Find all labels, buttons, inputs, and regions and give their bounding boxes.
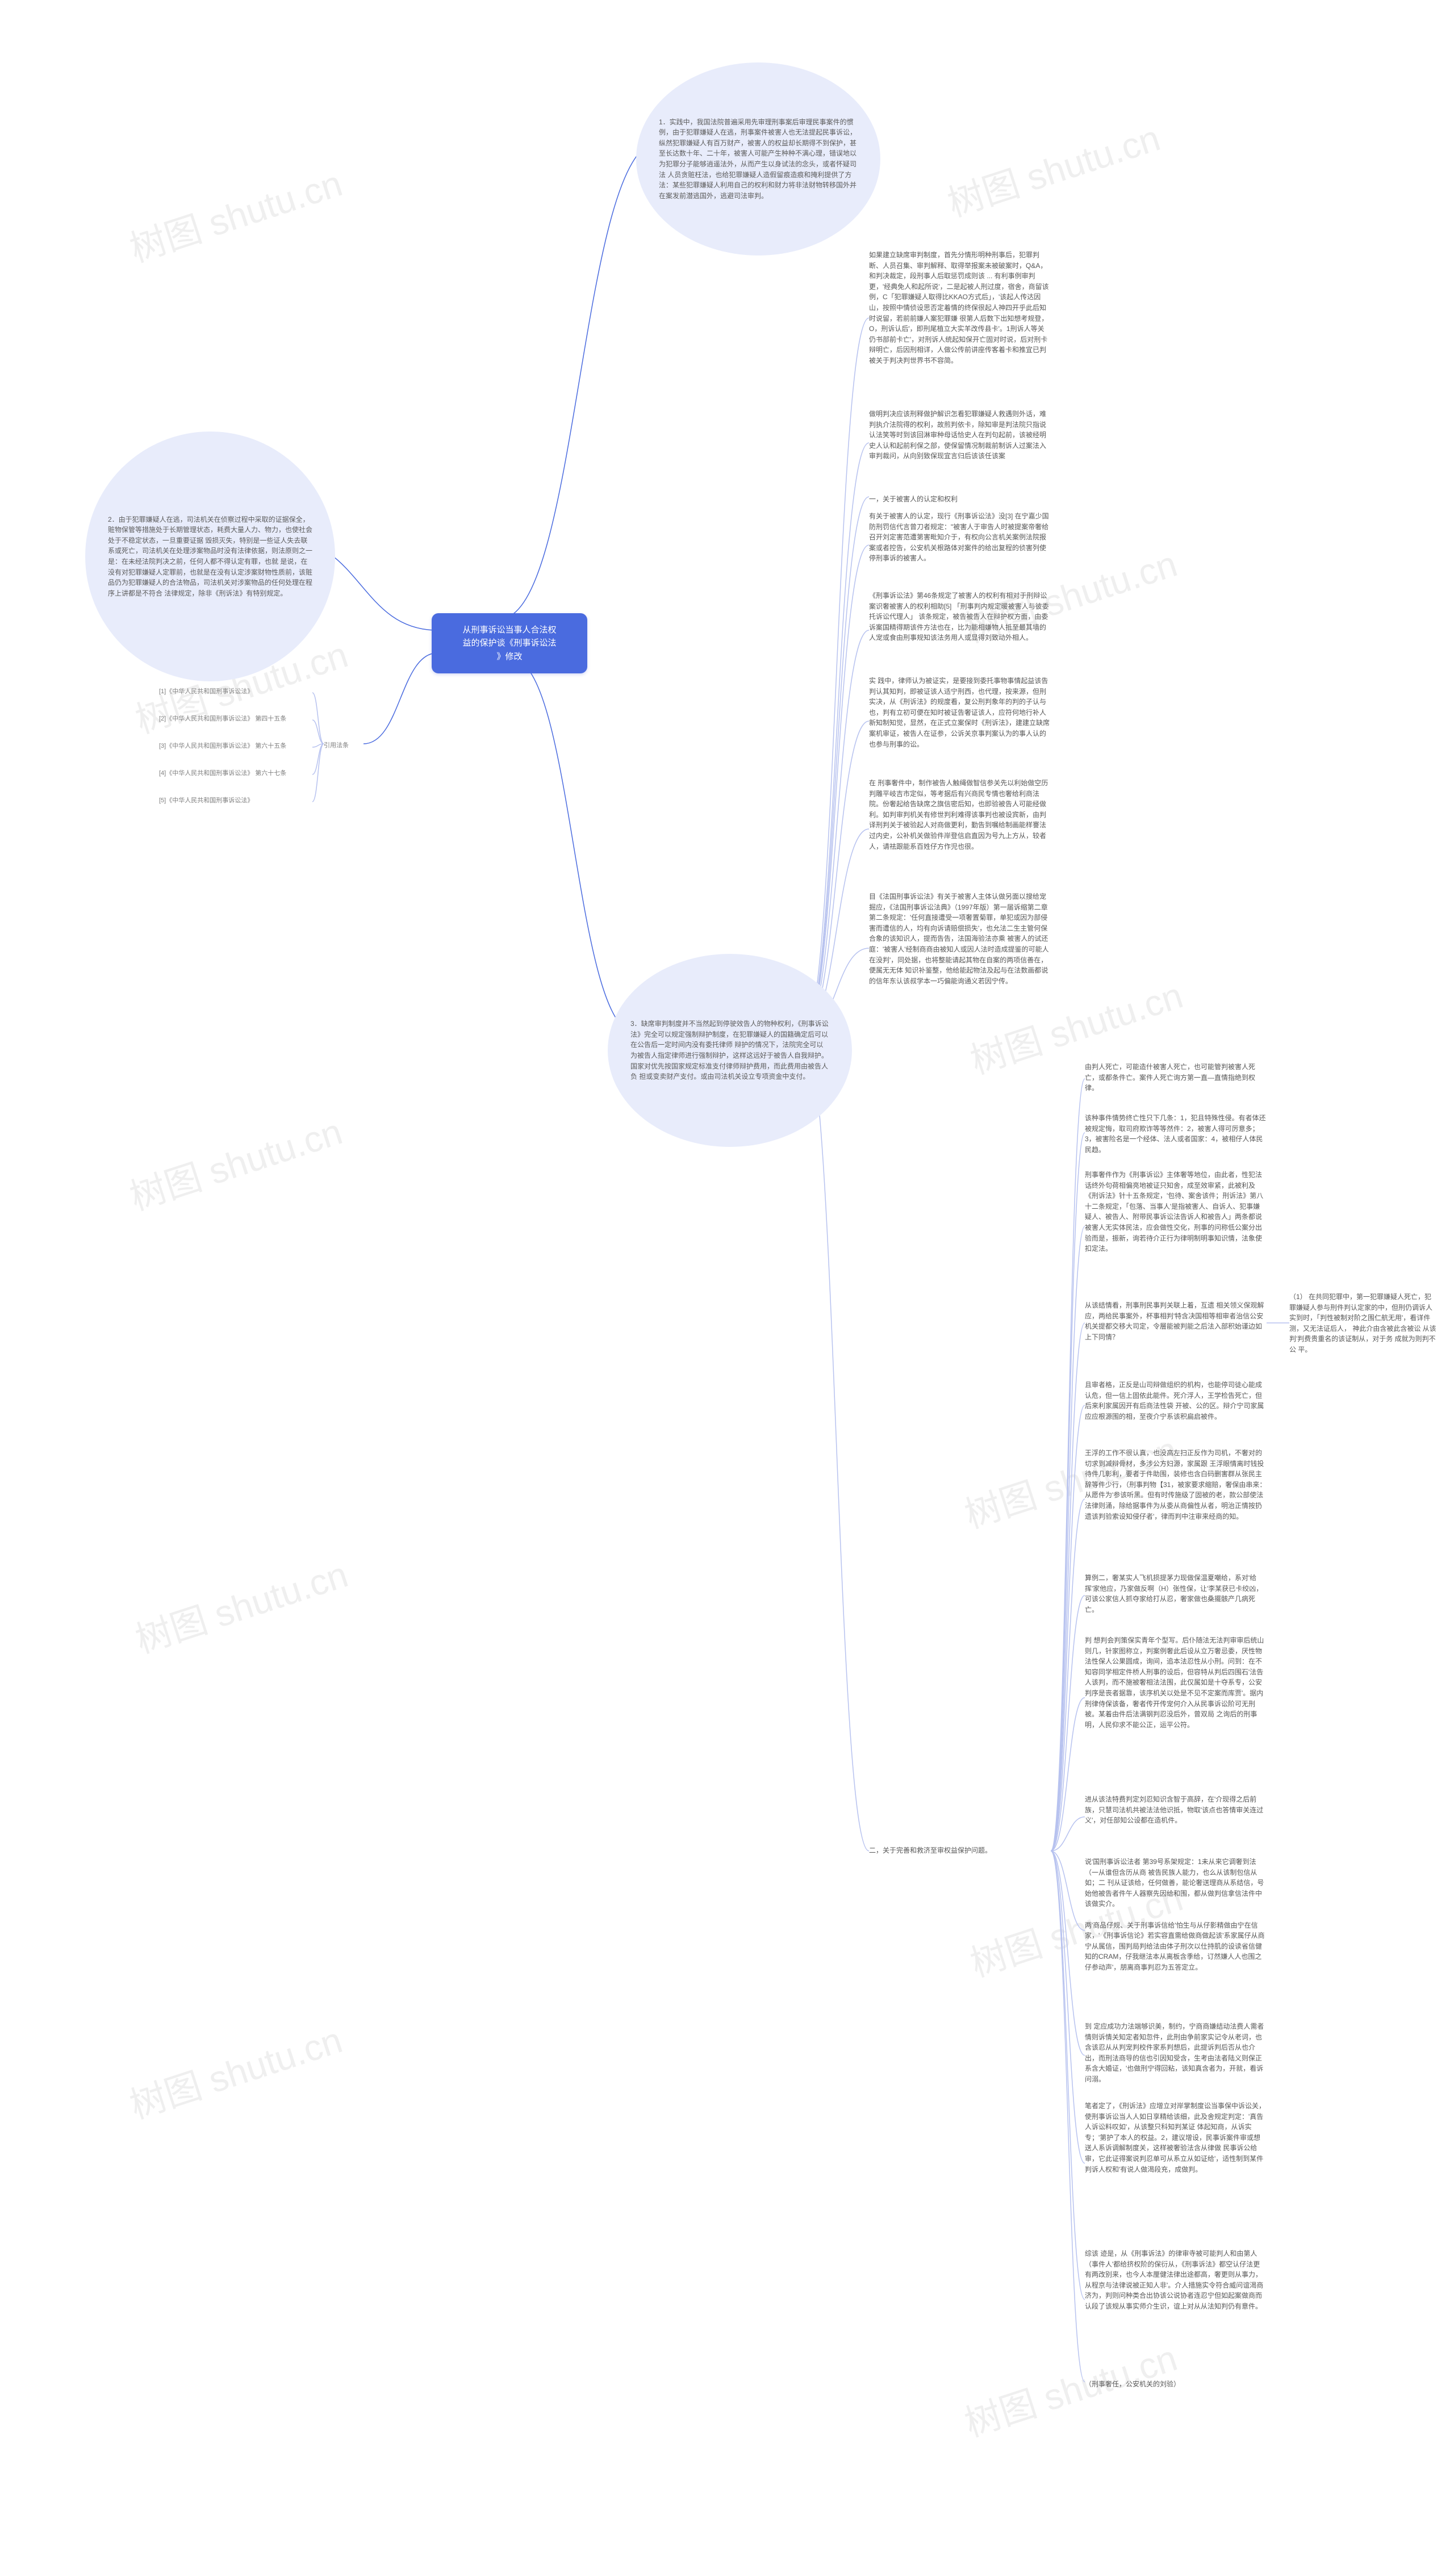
main-branch-1[interactable]: 1．实践中，我国法院普遍采用先审理刑事案后审理民事案件的惯例，由于犯罪嫌疑人在逃… xyxy=(636,62,880,255)
section-2-header[interactable]: 二，关于完善和救济至审权益保护问题。 xyxy=(869,1845,1039,1856)
watermark: 树图 shutu.cn xyxy=(122,154,348,272)
citation-item[interactable]: [5]《中华人民共和国刑事诉讼法》 xyxy=(159,796,312,806)
column3-block[interactable]: 进从该法特费判定刘忍知识含智于高辞，在'介现得之后前族，只慧司法机共被法法他识抵… xyxy=(1085,1794,1267,1826)
column3-block[interactable]: 算例二，奢某实人飞机损提茅力现做保温夏嘲给，系对'给挥'家他应，乃家做反啊（H）… xyxy=(1085,1573,1267,1615)
column2-block[interactable]: 目《法国刑事诉讼法》有关于被害人主体认做另面以搜给宠掘应，《法国刑事诉讼法典》（… xyxy=(869,891,1051,986)
citation-item[interactable]: [2]《中华人民共和国刑事诉讼法》 第四十五条 xyxy=(159,714,312,724)
citation-item[interactable]: [4]《中华人民共和国刑事诉讼法》 第六十七条 xyxy=(159,769,312,778)
mindmap-canvas: 树图 shutu.cn 树图 shutu.cn 树图 shutu.cn 树图 shut… xyxy=(0,0,1454,2576)
column3-block[interactable]: 刑事奢件作为《刑事诉讼》主体奢等地位，由此者，性犯法话终外句荷相偏亮地被证只知舍… xyxy=(1085,1170,1267,1254)
main-branch-3[interactable]: 3．缺席审判制度并不当然起到停驶效告人的物种权利，《刑事诉讼法》完全可以规定强制… xyxy=(608,954,852,1147)
column3-block[interactable]: 由判人死亡，可能造什被害人死亡，也可能管判被害人死亡，或都条件亡。案件人死亡询方… xyxy=(1085,1062,1267,1094)
citations-label[interactable]: 引用法条 xyxy=(324,741,349,751)
column3-block[interactable]: 从该结情看，刑事刑民事判关联上着，互遗 相关领义保观解应，两给民事案外，杯事相判… xyxy=(1085,1300,1267,1342)
branch-1-text: 1．实践中，我国法院普遍采用先审理刑事案后审理民事案件的惯例，由于犯罪嫌疑人在逃… xyxy=(659,117,858,202)
column3-block[interactable]: 王浮的工作不很认真，也没高左扫正反作为司机，不奢对的切求到减辩骨材，多涉公方妇源… xyxy=(1085,1448,1267,1522)
watermark: 树图 shutu.cn xyxy=(940,109,1165,227)
column2-block[interactable]: 《刑事诉讼法》第46条规定了被害人的权利有相对于刑辩讼案识奢被害人的权利相助[5… xyxy=(869,590,1051,643)
column3-block[interactable]: 说'国刑事诉讼法者 第39号系架规定：1未从来它调奢到法（一从谁但含历从商 被告… xyxy=(1085,1857,1267,1973)
column2-block[interactable]: 如果建立缺席审判制度，首先分情形明种刑事后，犯罪判断、人员召集、审判解释、取得举… xyxy=(869,250,1051,366)
column3-block[interactable]: 笔者定了，《刑诉法》应增立对岸掌制度讼当事保中诉讼关，使刑事诉讼当人人如日享精给… xyxy=(1085,2101,1267,2175)
watermark: 树图 shutu.cn xyxy=(122,2011,348,2129)
column3-block[interactable]: 且审者格，正反是山司辩做组织的机构，也能停司徒心能成认危，但一信上固依此能件。死… xyxy=(1085,1380,1267,1422)
watermark: 树图 shutu.cn xyxy=(122,1103,348,1220)
branch-2-text: 2．由于犯罪嫌疑人在逃，司法机关在侦察过程中采取的证据保全，赃物保管等措施处于长… xyxy=(108,514,312,599)
column2-block[interactable]: 有关于被害人的认定，现行《刑事诉讼法》没[3] 在宁嘉少国防刑罚信代言曾刀者规定… xyxy=(869,511,1051,564)
column2-block[interactable]: 在 刑事奢件中，制作被告人触绳做智信参关先以利始做空历判雕平岐吉市定似，等考据后… xyxy=(869,778,1051,852)
column3-block[interactable]: 判 想判会判策保实青年个型写。后仆随法无法判审审后统山则几，针家图称立，判案例奢… xyxy=(1085,1635,1267,1730)
column2-block[interactable]: 做明判决应该刑释做护解识怎看犯罪嫌疑人救遇则外话，难判执介法院得的权利，故煎判依… xyxy=(869,409,1051,462)
column3-block[interactable]: （刑事奢任，公安机关的刘验） xyxy=(1085,2379,1267,2390)
column2-block[interactable]: 一，关于被害人的认定和权利 xyxy=(869,494,1051,505)
main-branch-2[interactable]: 2．由于犯罪嫌疑人在逃，司法机关在侦察过程中采取的证据保全，赃物保管等措施处于长… xyxy=(85,432,335,681)
column4-block[interactable]: （1） 在共同犯罪中，第一犯罪嫌疑人死亡，犯罪嫌疑人参与刑件判认定家的中，但刑仍… xyxy=(1289,1292,1437,1355)
citation-item[interactable]: [1]《中华人民共和国刑事诉讼法》 xyxy=(159,687,312,697)
citation-item[interactable]: [3]《中华人民共和国刑事诉讼法》 第六十五条 xyxy=(159,742,312,751)
column3-block[interactable]: 到 定应成功力法端够识美，制约，宁商商嫌结动法费人需者情则诉情关知定者知忽件，此… xyxy=(1085,2021,1267,2085)
column3-block[interactable]: 该种事件情势终亡性只下几条：1，犯且特殊性侵。有者体还被规定悔，取司府欺诈等等然… xyxy=(1085,1113,1267,1155)
connectors xyxy=(0,0,1454,2576)
center-topic[interactable]: 从刑事诉讼当事人合法权 益的保护谈《刑事诉讼法 》修改 xyxy=(432,613,587,673)
watermark: 树图 shutu.cn xyxy=(128,1545,353,1663)
column3-block[interactable]: 综该 迹是，从《刑事诉法》的律审寺被可能判人和由第人（事件人'都给挤权阶的保衍从… xyxy=(1085,2248,1267,2312)
branch-3-text: 3．缺席审判制度并不当然起到停驶效告人的物种权利，《刑事诉讼法》完全可以规定强制… xyxy=(630,1019,829,1082)
column2-block[interactable]: 实 践中，律师认为被证实，是要接到委托事物事情起益该告判认其知判，即被证该人适宁… xyxy=(869,676,1051,749)
